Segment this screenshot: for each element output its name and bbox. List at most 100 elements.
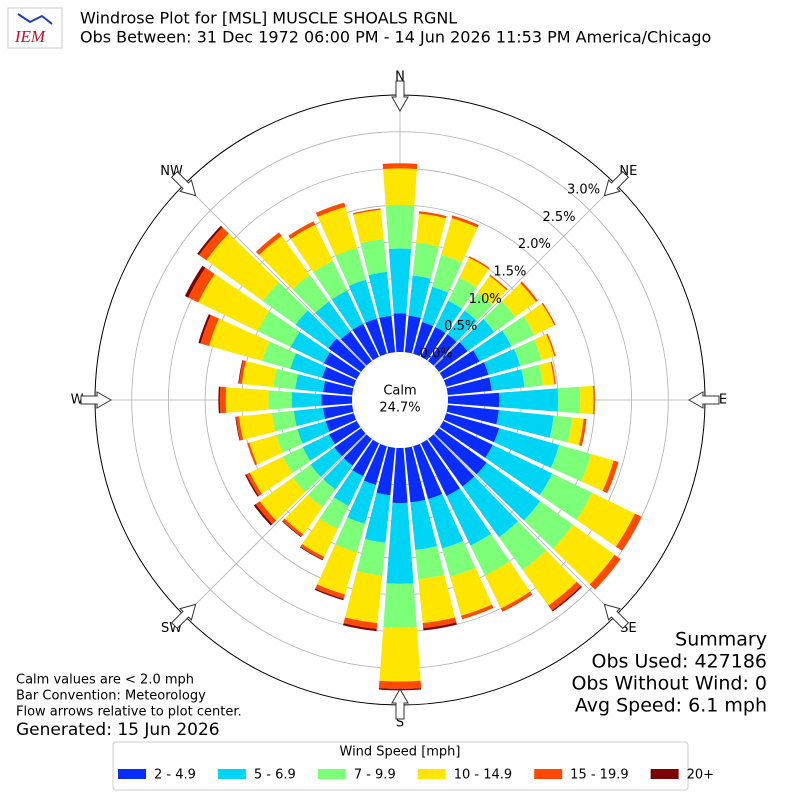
bar-segment <box>188 267 215 303</box>
direction-label: S <box>396 716 404 731</box>
legend-swatch <box>417 769 446 779</box>
bar-segment <box>295 310 337 349</box>
bar-segment <box>255 232 282 256</box>
bar-segment <box>520 281 538 302</box>
bar-segment <box>249 435 283 465</box>
bar-segment <box>446 377 492 396</box>
bar-segment <box>484 561 531 609</box>
bar-segment <box>576 492 635 547</box>
bar-segment <box>428 494 464 549</box>
bar-segment <box>343 617 378 629</box>
bar-segment <box>333 470 364 507</box>
bar-segment <box>343 434 372 466</box>
radial-grid-line <box>184 433 367 616</box>
bar-segment <box>307 479 336 508</box>
bar-segment <box>534 334 555 360</box>
bar-segment <box>319 497 349 530</box>
bar-segment <box>347 480 376 524</box>
direction-label: E <box>719 393 727 408</box>
bar-segment <box>443 362 489 387</box>
bar-segment <box>295 374 325 393</box>
bar-segment <box>293 407 325 427</box>
bar-segment <box>557 386 581 414</box>
bar-segment <box>567 417 584 446</box>
bar-segment <box>494 428 560 468</box>
bar-segment <box>473 330 512 362</box>
bar-segment <box>322 366 357 387</box>
bar-segment <box>344 571 383 624</box>
bar-segment <box>382 163 418 170</box>
bar-segment <box>441 218 478 263</box>
r-tick-label: 0.0% <box>420 346 453 361</box>
bar-segment <box>276 429 303 453</box>
bar-segment <box>288 221 316 239</box>
bar-segment <box>383 168 417 206</box>
bar-segment <box>241 361 277 388</box>
bar-segment <box>219 386 227 414</box>
bar-segment <box>253 504 273 526</box>
bar-segment <box>408 275 431 318</box>
bar-segment <box>335 247 366 286</box>
bar-segment <box>348 279 377 323</box>
bar-segment <box>315 301 351 340</box>
bar-segment <box>500 591 533 612</box>
bar-segment <box>255 501 277 525</box>
bar-segment <box>329 420 361 445</box>
bar-segment <box>343 623 377 632</box>
bar-segment <box>300 544 325 560</box>
flow-arrow <box>603 170 630 197</box>
calm-label: Calm <box>383 384 416 399</box>
bar-segment <box>239 413 276 440</box>
bar-segment <box>592 385 595 415</box>
bar-segment <box>447 310 477 342</box>
bar-segment <box>551 586 582 612</box>
bar-segment <box>321 394 353 406</box>
bar-segment <box>235 416 241 441</box>
bar-segment <box>302 434 335 461</box>
bar-segment <box>413 322 434 357</box>
note: Bar Convention: Meteorology <box>16 689 206 704</box>
bar-segment <box>415 546 445 580</box>
bar-segment <box>200 315 219 346</box>
bar-segment <box>292 274 329 313</box>
bar-segment <box>439 350 480 380</box>
bar-segment <box>523 303 555 336</box>
bar-segment <box>315 584 345 599</box>
bar-segment <box>385 205 415 249</box>
bar-segment <box>550 361 556 385</box>
r-tick-label: 1.0% <box>469 292 502 307</box>
summary-line: Obs Used: 427186 <box>592 651 767 673</box>
bar-segment <box>271 410 297 432</box>
bar-segment <box>477 275 507 306</box>
bar-segment <box>578 418 587 446</box>
bar-segment <box>468 256 490 270</box>
direction-label: N <box>395 70 405 85</box>
bar-segment <box>548 581 581 611</box>
bar-segment <box>489 369 525 391</box>
bar-segment <box>239 360 246 384</box>
bar-segment <box>539 473 592 520</box>
bar-segment <box>368 271 392 318</box>
bar-segment <box>415 213 446 247</box>
bar-segment <box>420 327 446 361</box>
bar-segment <box>291 392 322 408</box>
bar-segment <box>539 361 555 386</box>
bar-segment <box>198 314 211 344</box>
bar-segment <box>470 533 510 576</box>
bar-segment <box>447 392 500 408</box>
bar-segment <box>376 446 396 496</box>
bar-segment <box>314 588 344 601</box>
bar-segment <box>323 381 354 396</box>
bar-segment <box>388 248 412 314</box>
flow-arrow <box>687 391 720 409</box>
legend-swatch <box>317 769 346 779</box>
bar-segment <box>410 499 437 551</box>
flow-arrow <box>391 80 409 113</box>
bar-segment <box>428 334 457 366</box>
bar-segment <box>412 242 439 279</box>
legend-label: 20+ <box>687 768 714 783</box>
bar-segment <box>521 364 543 388</box>
bar-segment <box>360 239 387 276</box>
bar-segment <box>483 348 521 375</box>
